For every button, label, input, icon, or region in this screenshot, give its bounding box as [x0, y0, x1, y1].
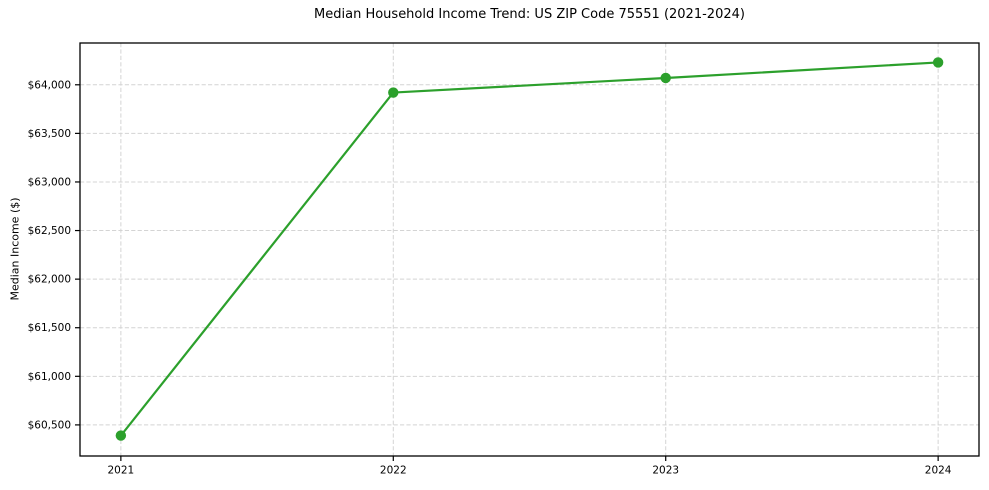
x-tick-label: 2022	[380, 465, 407, 477]
data-point-marker	[932, 57, 944, 68]
axes-frame	[79, 42, 980, 457]
y-tick-label: $61,000	[28, 371, 71, 383]
data-point-marker	[388, 87, 399, 98]
x-tick-label: 2024	[925, 465, 952, 477]
x-tick-label: 2021	[107, 465, 134, 477]
y-tick-label: $62,500	[28, 225, 71, 237]
y-tick-label: $64,000	[28, 79, 71, 91]
data-point-marker	[115, 430, 127, 441]
x-tick-label: 2023	[652, 465, 679, 477]
y-tick-label: $63,000	[28, 176, 71, 188]
y-tick-label: $61,500	[28, 322, 71, 334]
trend-line	[119, 61, 940, 437]
y-tick-label: $60,500	[28, 419, 71, 431]
data-point-marker	[660, 72, 671, 84]
y-tick-label: $62,000	[28, 274, 71, 286]
chart-title: Median Household Income Trend: US ZIP Co…	[314, 7, 745, 22]
y-tick-label: $63,500	[28, 128, 71, 140]
